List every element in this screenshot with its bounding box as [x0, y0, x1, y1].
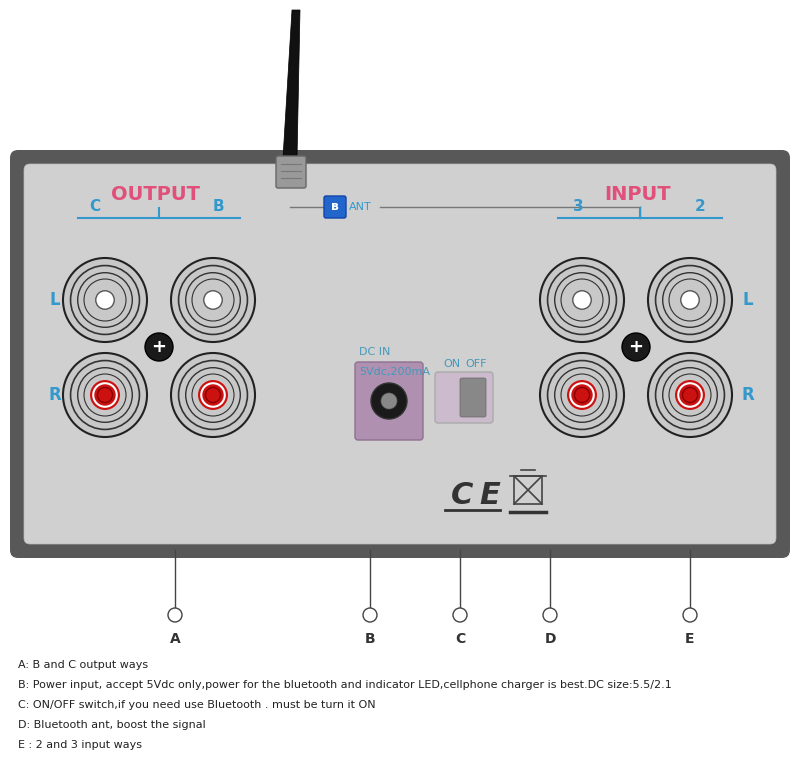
Text: C: C	[455, 632, 465, 646]
FancyBboxPatch shape	[355, 362, 423, 440]
Text: C: C	[90, 199, 101, 214]
Circle shape	[206, 388, 221, 403]
Circle shape	[381, 393, 397, 409]
Circle shape	[568, 381, 596, 410]
Circle shape	[63, 353, 147, 437]
Polygon shape	[283, 10, 300, 158]
Circle shape	[622, 333, 650, 361]
Circle shape	[683, 608, 697, 622]
Text: INPUT: INPUT	[605, 185, 671, 204]
Circle shape	[171, 258, 255, 342]
Text: B: B	[365, 632, 375, 646]
Text: 2: 2	[694, 199, 706, 214]
Text: R: R	[49, 386, 62, 404]
FancyBboxPatch shape	[276, 156, 306, 188]
Text: +: +	[629, 338, 643, 356]
Text: DC IN: DC IN	[359, 347, 390, 357]
Circle shape	[145, 333, 173, 361]
Text: 5Vdc,200mA: 5Vdc,200mA	[359, 367, 430, 377]
Text: L: L	[50, 291, 60, 309]
Text: C: C	[451, 480, 473, 509]
Text: OFF: OFF	[466, 359, 487, 369]
Text: 3: 3	[573, 199, 583, 214]
Text: A: B and C output ways: A: B and C output ways	[18, 660, 148, 670]
Circle shape	[168, 608, 182, 622]
FancyBboxPatch shape	[324, 196, 346, 218]
Circle shape	[648, 258, 732, 342]
Circle shape	[676, 381, 704, 410]
Circle shape	[371, 383, 407, 419]
Text: +: +	[151, 338, 166, 356]
FancyBboxPatch shape	[460, 378, 486, 417]
Circle shape	[98, 388, 113, 403]
Circle shape	[574, 388, 590, 403]
Text: ANT: ANT	[349, 202, 372, 212]
Text: L: L	[742, 291, 754, 309]
Circle shape	[540, 258, 624, 342]
Circle shape	[543, 608, 557, 622]
Circle shape	[682, 388, 698, 403]
Bar	[514, 476, 542, 504]
Circle shape	[198, 381, 227, 410]
Text: B: B	[212, 199, 224, 214]
Text: ON: ON	[443, 359, 460, 369]
FancyBboxPatch shape	[435, 372, 493, 423]
Circle shape	[90, 381, 119, 410]
Circle shape	[648, 353, 732, 437]
Text: A: A	[170, 632, 180, 646]
Text: ʙ: ʙ	[331, 201, 339, 214]
FancyBboxPatch shape	[24, 164, 776, 544]
Text: D: Bluetooth ant, boost the signal: D: Bluetooth ant, boost the signal	[18, 720, 206, 730]
Circle shape	[540, 353, 624, 437]
Circle shape	[453, 608, 467, 622]
Circle shape	[63, 258, 147, 342]
Circle shape	[171, 353, 255, 437]
Circle shape	[363, 608, 377, 622]
Circle shape	[204, 291, 222, 309]
Circle shape	[681, 291, 699, 309]
Circle shape	[573, 291, 591, 309]
Text: E: E	[479, 480, 501, 509]
Text: R: R	[742, 386, 754, 404]
Text: D: D	[544, 632, 556, 646]
Text: E : 2 and 3 input ways: E : 2 and 3 input ways	[18, 740, 142, 750]
Circle shape	[96, 291, 114, 309]
Text: E: E	[686, 632, 694, 646]
Text: C: ON/OFF switch,if you need use Bluetooth . must be turn it ON: C: ON/OFF switch,if you need use Bluetoo…	[18, 700, 376, 710]
FancyBboxPatch shape	[10, 150, 790, 558]
Text: OUTPUT: OUTPUT	[110, 185, 199, 204]
Text: B: Power input, accept 5Vdc only,power for the bluetooth and indicator LED,cellp: B: Power input, accept 5Vdc only,power f…	[18, 680, 672, 690]
